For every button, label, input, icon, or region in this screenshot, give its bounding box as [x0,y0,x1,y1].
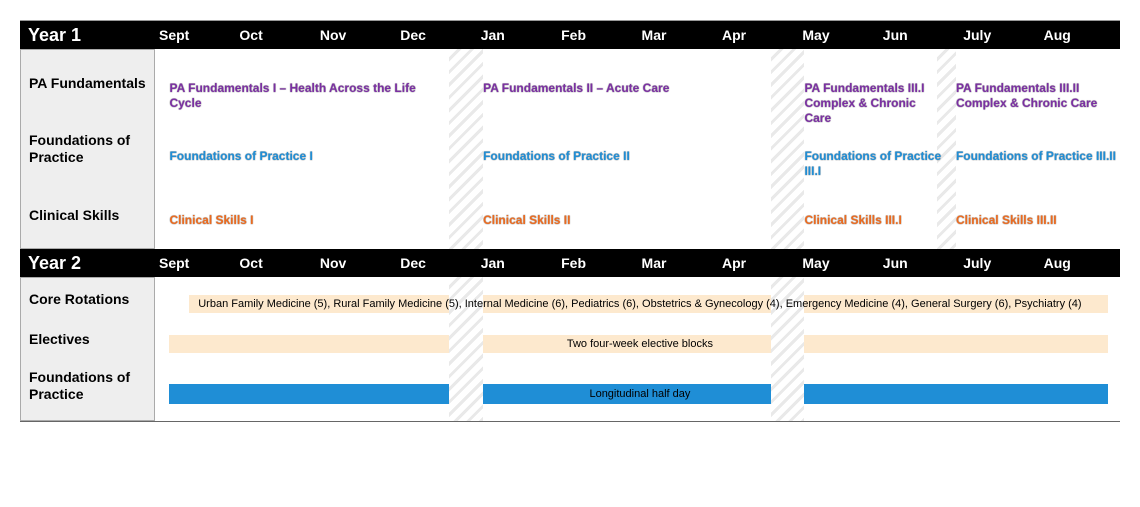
y2-bar-fop [483,384,771,404]
y2-bar-fop [169,384,449,404]
y1-seg-cs: Clinical Skills I [169,213,449,228]
y2-bar-core [483,295,771,313]
year2-title: Year 2 [20,253,155,274]
year1-track-labels: PA FundamentalsFoundations of PracticeCl… [20,49,155,249]
month-aug: Aug [1040,27,1120,43]
month-jun: Jun [879,27,959,43]
year2-content: Urban Family Medicine (5), Rural Family … [155,277,1120,421]
y2-track-label-fop: Foundations of Practice [21,358,154,413]
y1-seg-cs: Clinical Skills III.II [956,213,1101,228]
y1-track-label-pa: PA Fundamentals [21,50,154,116]
month-may: May [798,255,878,271]
month-apr: Apr [718,255,798,271]
y1-seg-cs: Clinical Skills II [483,213,763,228]
month-oct: Oct [235,255,315,271]
y2-bar-elec [804,335,1108,353]
month-nov: Nov [316,255,396,271]
month-sept: Sept [155,27,235,43]
year2-header: Year 2 SeptOctNovDecJanFebMarAprMayJunJu… [20,249,1120,277]
month-dec: Dec [396,27,476,43]
month-mar: Mar [638,27,718,43]
y1-seg-fop: Foundations of Practice III.II [956,149,1120,164]
y1-seg-cs: Clinical Skills III.I [804,213,939,228]
y2-bar-elec [169,335,449,353]
year1-title: Year 1 [20,25,155,46]
y2-bar-core [804,295,1108,313]
y1-seg-pa: PA Fundamentals III.II Complex & Chronic… [956,81,1110,111]
month-july: July [959,255,1039,271]
month-oct: Oct [235,27,315,43]
year2-body: Core RotationsElectivesFoundations of Pr… [20,277,1120,422]
y2-bar-elec [483,335,771,353]
y1-seg-fop: Foundations of Practice II [483,149,763,164]
y1-seg-pa: PA Fundamentals I – Health Across the Li… [169,81,449,111]
year1-body: PA FundamentalsFoundations of PracticeCl… [20,49,1120,249]
year1-content: PA Fundamentals I – Health Across the Li… [155,49,1120,249]
break-column [449,49,483,249]
month-sept: Sept [155,255,235,271]
break-column [771,49,805,249]
y1-track-label-cs: Clinical Skills [21,182,154,248]
y1-seg-pa: PA Fundamentals II – Acute Care [483,81,763,96]
y1-track-label-fop: Foundations of Practice [21,116,154,182]
y2-bar-fop [804,384,1108,404]
year1-header: Year 1 SeptOctNovDecJanFebMarAprMayJunJu… [20,21,1120,49]
break-column [449,277,483,421]
y2-track-label-core: Core Rotations [21,278,154,320]
month-mar: Mar [638,255,718,271]
month-feb: Feb [557,27,637,43]
y1-seg-fop: Foundations of Practice III.I [804,149,949,179]
month-dec: Dec [396,255,476,271]
year2-months: SeptOctNovDecJanFebMarAprMayJunJulyAug [155,255,1120,271]
month-may: May [798,27,878,43]
month-jan: Jan [477,255,557,271]
y2-bar-core [189,295,450,313]
month-nov: Nov [316,27,396,43]
y1-seg-fop: Foundations of Practice I [169,149,449,164]
month-aug: Aug [1040,255,1120,271]
year1-months: SeptOctNovDecJanFebMarAprMayJunJulyAug [155,27,1120,43]
month-feb: Feb [557,255,637,271]
break-column [771,277,805,421]
y1-seg-pa: PA Fundamentals III.I Complex & Chronic … [804,81,939,126]
y2-track-label-elec: Electives [21,320,154,358]
month-july: July [959,27,1039,43]
month-apr: Apr [718,27,798,43]
month-jun: Jun [879,255,959,271]
curriculum-timeline: Year 1 SeptOctNovDecJanFebMarAprMayJunJu… [20,20,1120,422]
month-jan: Jan [477,27,557,43]
year2-track-labels: Core RotationsElectivesFoundations of Pr… [20,277,155,421]
